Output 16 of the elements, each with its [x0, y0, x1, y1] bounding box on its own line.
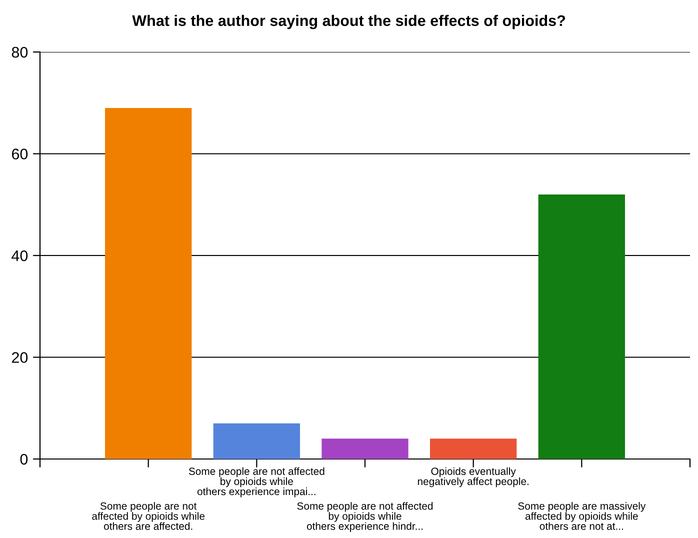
- y-tick-label: 20: [12, 352, 28, 363]
- y-tick-label: 60: [12, 148, 28, 160]
- y-tick-label: 0: [20, 454, 28, 465]
- y-tick-label: 80: [12, 46, 28, 58]
- bar: [322, 438, 408, 459]
- x-tick-label: Opioids eventually negatively affect people.: [418, 467, 528, 488]
- bar: [538, 194, 625, 459]
- bar: [105, 108, 192, 459]
- x-tick-label: Some people are not affected by opioids while others experience impai...: [188, 467, 324, 498]
- x-tick-label: Some people are not affected by opioids while others are affected.: [92, 502, 205, 530]
- y-tick-label: 40: [12, 250, 28, 262]
- x-tick-label: Some people are not affected by opioids while others experience hindr...: [297, 502, 433, 532]
- chart-title: What is the author saying about the side effects of opioids?: [132, 14, 566, 30]
- bar: [430, 438, 517, 459]
- x-tick-label: Some people are massively affected by opioids while others are not at...: [518, 502, 646, 530]
- bar: [213, 423, 300, 459]
